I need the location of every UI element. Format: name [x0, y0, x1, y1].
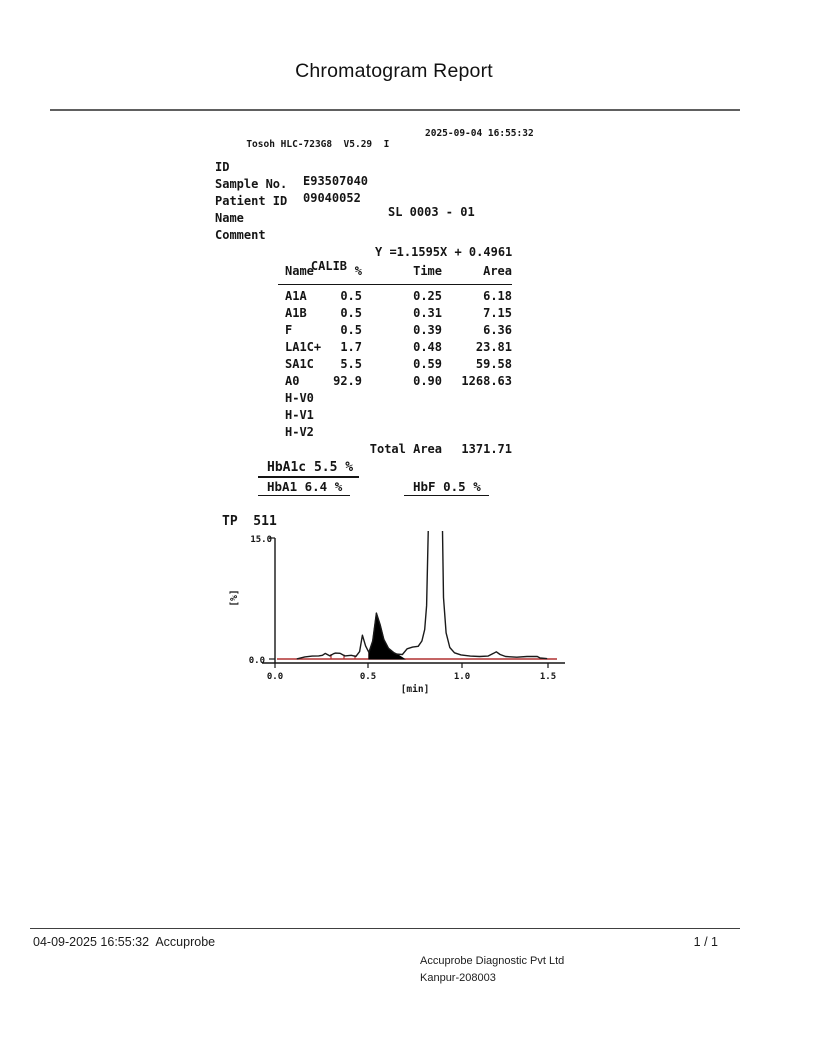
result-hba1c: HbA1c 5.5 %	[258, 460, 360, 478]
table-row: H-V0	[285, 391, 314, 405]
table-row: A1A 0.5 0.25 6.18	[285, 289, 512, 303]
field-label: Patient ID	[215, 194, 288, 208]
footer-divider	[30, 928, 740, 929]
col-header-name: Name	[285, 264, 314, 278]
table-row: LA1C+ 1.7 0.48 23.81	[285, 340, 512, 354]
page-title: Chromatogram Report	[295, 60, 493, 82]
company-block: Accuprobe Diagnostic Pvt Ltd Kanpur-2080…	[420, 953, 564, 987]
field-label: Name	[215, 211, 244, 225]
table-row: F 0.5 0.39 6.36	[285, 323, 512, 337]
x-tick-label: 0.0	[267, 672, 283, 682]
device-model: Tosoh HLC-723G8 V5.29 I	[246, 139, 390, 150]
chromatogram-plot: 15.0 0.0 0.0 0.5 1.0 1.5 [min] [%]	[229, 531, 565, 695]
table-header-rule	[278, 284, 512, 285]
calib-label: CALIB	[310, 259, 348, 273]
field-row-comment: Comment	[212, 214, 572, 242]
col-header-area: Area	[483, 264, 512, 278]
field-row-sample-no: Sample No. 09040052 SL 0003 - 01	[212, 163, 572, 219]
calib-table-body: A1A 0.5 0.25 6.18 A1B 0.5 0.31 7.15 F 0.…	[282, 288, 512, 441]
calib-header: CALIB Y =1.1595X + 0.4961	[282, 245, 522, 273]
company-address: Kanpur-208003	[420, 972, 496, 984]
chromatogram-curve	[296, 531, 548, 660]
field-label: Comment	[215, 228, 266, 242]
result-hbf: HbF 0.5 %	[404, 479, 489, 496]
field-value: E93507040	[303, 174, 369, 188]
calib-formula: Y =1.1595X + 0.4961	[375, 245, 513, 259]
total-area-row: Total Area 1371.71	[282, 441, 512, 458]
table-row: H-V1	[285, 408, 314, 422]
table-row: SA1C 5.5 0.59 59.58	[285, 357, 512, 371]
col-header-pct: %	[354, 264, 362, 278]
table-row: A1B 0.5 0.31 7.15	[285, 306, 512, 320]
field-row-id: ID E93507040	[212, 146, 572, 188]
page-number: 1 / 1	[693, 935, 718, 949]
x-tick-label: 1.0	[454, 672, 470, 682]
calib-column-headers: Name % Time Area	[282, 263, 512, 280]
field-value: 09040052	[303, 191, 361, 205]
device-info-block: Tosoh HLC-723G8 V5.29 I 2025-09-04 16:55…	[212, 128, 572, 242]
x-tick-label: 1.5	[540, 672, 556, 682]
device-model-line: Tosoh HLC-723G8 V5.29 I 2025-09-04 16:55…	[212, 128, 572, 150]
x-tick-label: 0.5	[360, 672, 376, 682]
y-tick-label-top: 15.0	[250, 535, 272, 545]
footer-timestamp-app: 04-09-2025 16:55:32 Accuprobe	[33, 935, 215, 949]
table-row: H-V2	[285, 425, 314, 439]
header-divider	[50, 109, 740, 111]
analysis-datetime: 2025-09-04 16:55:32	[425, 128, 534, 139]
footer-app-name: Accuprobe	[155, 935, 216, 949]
x-axis-unit-label: [min]	[401, 684, 430, 695]
field-extra: SL 0003 - 01	[388, 205, 475, 219]
sa1c-filled-peak	[368, 612, 406, 660]
footer-timestamp: 04-09-2025 16:55:32	[33, 935, 150, 949]
chart-title-tp: TP 511	[222, 514, 277, 529]
total-area-label: Total Area	[369, 442, 442, 456]
company-name: Accuprobe Diagnostic Pvt Ltd	[420, 955, 565, 967]
table-row: A0 92.9 0.90 1268.63	[285, 374, 512, 388]
y-tick-label-bottom: 0.0	[249, 656, 265, 666]
field-label: ID	[215, 160, 230, 174]
total-area-value: 1371.71	[461, 442, 512, 456]
field-label: Sample No.	[215, 177, 288, 191]
field-row-patient-id: Patient ID	[212, 180, 572, 208]
col-header-time: Time	[413, 264, 442, 278]
y-axis-unit-label: [%]	[229, 589, 240, 606]
field-row-name: Name	[212, 197, 572, 225]
result-hba1: HbA1 6.4 %	[258, 479, 351, 496]
